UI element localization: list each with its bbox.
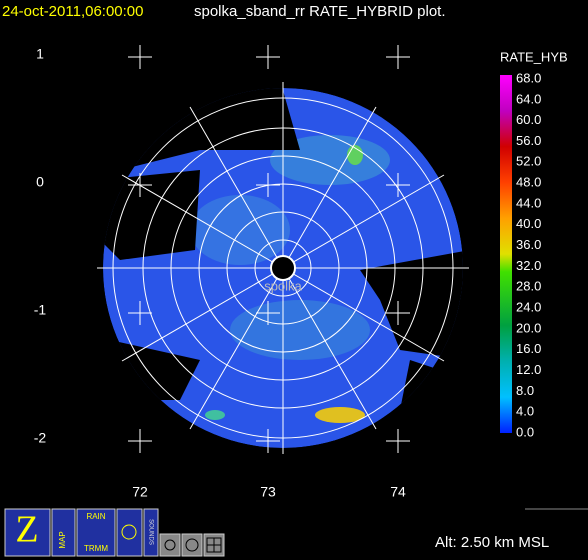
rain-button[interactable] xyxy=(76,508,116,557)
colorbar-label: 4.0 xyxy=(516,404,534,419)
colorbar-label: 20.0 xyxy=(516,320,541,335)
colorbar-label: 60.0 xyxy=(516,112,541,127)
colorbar-label: 56.0 xyxy=(516,133,541,148)
grid-cross xyxy=(386,45,410,69)
grid-cross xyxy=(128,45,152,69)
colorbar-label: 28.0 xyxy=(516,279,541,294)
colorbar-label: 16.0 xyxy=(516,341,541,356)
colorbar-label: 0.0 xyxy=(516,424,534,439)
radar-icon xyxy=(121,524,137,540)
date: 24-oct-2011,06:00:00 xyxy=(2,3,144,20)
colorbar-label: 68.0 xyxy=(516,70,541,85)
y-label: -1 xyxy=(34,302,47,318)
colorbar-title: RATE_HYB xyxy=(500,49,568,64)
y-label: 0 xyxy=(36,174,44,190)
grid-cross xyxy=(256,301,280,325)
colorbar-label: 32.0 xyxy=(516,258,541,273)
colorbar xyxy=(500,75,512,433)
colorbar-label: 52.0 xyxy=(516,154,541,169)
y-label: -2 xyxy=(34,430,47,446)
colorbar-label: 8.0 xyxy=(516,383,534,398)
map-button[interactable] xyxy=(51,508,76,557)
ring-icon xyxy=(164,539,176,551)
x-label: 74 xyxy=(390,484,406,500)
colorbar-label: 36.0 xyxy=(516,237,541,252)
grid-cross xyxy=(128,173,152,197)
rain-label: RAIN xyxy=(86,512,105,521)
colorbar-label: 48.0 xyxy=(516,175,541,190)
plot-title: spolka_sband_rr RATE_HYBRID plot. xyxy=(194,3,446,20)
y-label: 1 xyxy=(36,46,44,62)
grid-cross xyxy=(256,45,280,69)
grid-cross xyxy=(128,301,152,325)
grid-cross xyxy=(386,301,410,325)
grid-cross xyxy=(386,429,410,453)
toolbar: Z MAP RAIN TRMM SOUNDS xyxy=(4,508,225,557)
x-label: 72 xyxy=(132,484,148,500)
z-icon: Z xyxy=(15,509,38,551)
grid-icon xyxy=(206,537,222,553)
x-label: 73 xyxy=(260,484,276,500)
grid-cross xyxy=(386,173,410,197)
station-label: spolka xyxy=(264,278,302,293)
grid-cross xyxy=(128,429,152,453)
z-button[interactable] xyxy=(4,508,51,557)
ring-button[interactable] xyxy=(159,533,181,557)
radar-button[interactable] xyxy=(116,508,143,557)
radar-site xyxy=(270,255,296,281)
rings-button[interactable] xyxy=(181,533,203,557)
sounds-button[interactable] xyxy=(143,508,159,557)
colorbar-label: 12.0 xyxy=(516,362,541,377)
grid-crosses xyxy=(128,45,410,453)
colorbar-label: 44.0 xyxy=(516,195,541,210)
grid-cross xyxy=(256,173,280,197)
trmm-label: TRMM xyxy=(84,544,108,553)
altitude: Alt: 2.50 km MSL xyxy=(435,534,549,551)
map-label: MAP xyxy=(58,531,67,548)
colorbar-label: 64.0 xyxy=(516,91,541,106)
colorbar-label: 40.0 xyxy=(516,216,541,231)
grid-cross xyxy=(256,429,280,453)
colorbar-label: 24.0 xyxy=(516,299,541,314)
rings-icon xyxy=(185,538,199,552)
sounds-label: SOUNDS xyxy=(147,519,153,545)
